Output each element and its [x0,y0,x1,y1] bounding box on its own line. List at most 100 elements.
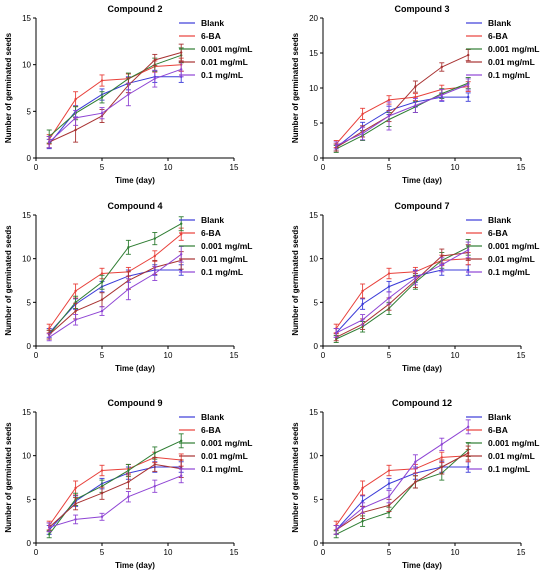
series-line [335,96,469,148]
data-point [74,128,77,132]
series-line [48,466,182,531]
legend-label: 0.1 mg/mL [201,267,243,277]
data-point [387,296,391,300]
series-line [335,86,469,145]
y-tick-label: 10 [22,61,31,70]
x-tick-label: 15 [517,163,526,172]
x-tick-label: 5 [387,548,392,557]
data-point [414,104,417,107]
data-point [467,425,470,429]
data-point [100,298,104,301]
legend-label: 6-BA [201,228,221,238]
series-0-01-mg-ml [333,49,471,152]
data-point [467,268,470,272]
data-point [180,474,183,477]
y-tick-label: 0 [27,342,32,351]
y-tick-label: 5 [314,119,319,128]
data-point [414,95,417,99]
panel-6: Compound 12 0 5 10 15 0 5 10 15 Time (day) Number … [291,398,540,570]
data-point [440,443,443,446]
x-tick-label: 0 [321,163,326,172]
legend-label: 6-BA [201,425,221,435]
x-tick-label: 5 [387,351,392,360]
y-tick-label: 10 [309,255,318,264]
data-point [74,318,77,321]
data-point [153,254,156,258]
legend-label: 0.01 mg/mL [488,254,535,264]
data-point [100,309,104,313]
data-point [361,132,364,135]
data-point [153,77,156,80]
data-point [414,276,417,280]
x-tick-label: 15 [230,163,239,172]
data-point [467,248,470,252]
chart-title: Compound 4 [108,201,163,211]
data-point [153,272,156,275]
x-tick-label: 0 [34,163,39,172]
series-line [48,64,182,140]
series-blank [333,461,471,535]
data-point [127,288,130,291]
series-0-001-mg-ml [46,216,184,340]
x-tick-label: 10 [164,163,173,172]
data-point [335,528,338,532]
data-point [440,456,443,459]
series-line [335,252,469,338]
y-axis-label: Number of germinated seeds [291,32,300,143]
legend-label: 0.001 mg/mL [201,438,253,448]
data-point [467,95,470,99]
data-point [153,463,156,466]
series-blank [333,264,471,338]
series-6-ba [46,451,184,531]
x-tick-label: 5 [387,163,392,172]
legend-label: Blank [488,412,511,422]
y-tick-label: 15 [309,211,318,220]
panel-4: Compound 7 0 5 10 15 0 5 10 15 Time (day) Number o… [291,201,540,373]
series-line [48,52,182,143]
legend-label: 0.1 mg/mL [201,70,243,80]
chart-title: Compound 12 [392,398,452,408]
legend-label: Blank [201,412,224,422]
x-tick-label: 15 [230,351,239,360]
data-point [48,533,51,536]
series-blank [46,461,184,535]
data-point [153,237,156,240]
panel-1: Compound 2 0 5 10 15 0 5 10 15 Time (day) Number o… [4,4,253,185]
data-point [74,486,77,490]
y-tick-label: 10 [309,84,318,93]
series-line [335,455,469,526]
x-tick-label: 0 [321,548,326,557]
series-line [48,440,182,535]
data-point [48,327,51,330]
series-line [48,54,182,137]
series-0-1-mg-ml [333,241,471,338]
data-point [414,460,417,463]
data-point [440,93,443,97]
data-point [100,281,104,284]
data-point [48,526,51,529]
legend-label: 0.001 mg/mL [488,241,540,251]
y-tick-label: 15 [22,14,31,23]
legend-label: Blank [488,215,511,225]
y-tick-label: 0 [314,539,319,548]
x-tick-label: 10 [164,351,173,360]
data-point [335,144,338,147]
legend-label: Blank [201,18,224,28]
series-line [48,456,182,526]
data-point [100,272,104,275]
y-tick-label: 0 [27,539,32,548]
series-6-ba [46,227,184,334]
data-point [467,465,470,469]
data-point [387,482,391,485]
y-axis-label: Number of germinated seeds [4,225,13,336]
series-0-1-mg-ml [333,419,471,535]
panel-3: Compound 4 0 5 10 15 0 5 10 15 Time (day) Number o… [4,201,253,373]
legend-label: Blank [201,215,224,225]
series-line [335,249,469,334]
data-point [361,302,364,306]
series-line [48,223,182,335]
data-point [361,318,364,321]
data-point [180,253,183,256]
y-tick-label: 0 [27,154,32,163]
data-point [440,65,443,69]
